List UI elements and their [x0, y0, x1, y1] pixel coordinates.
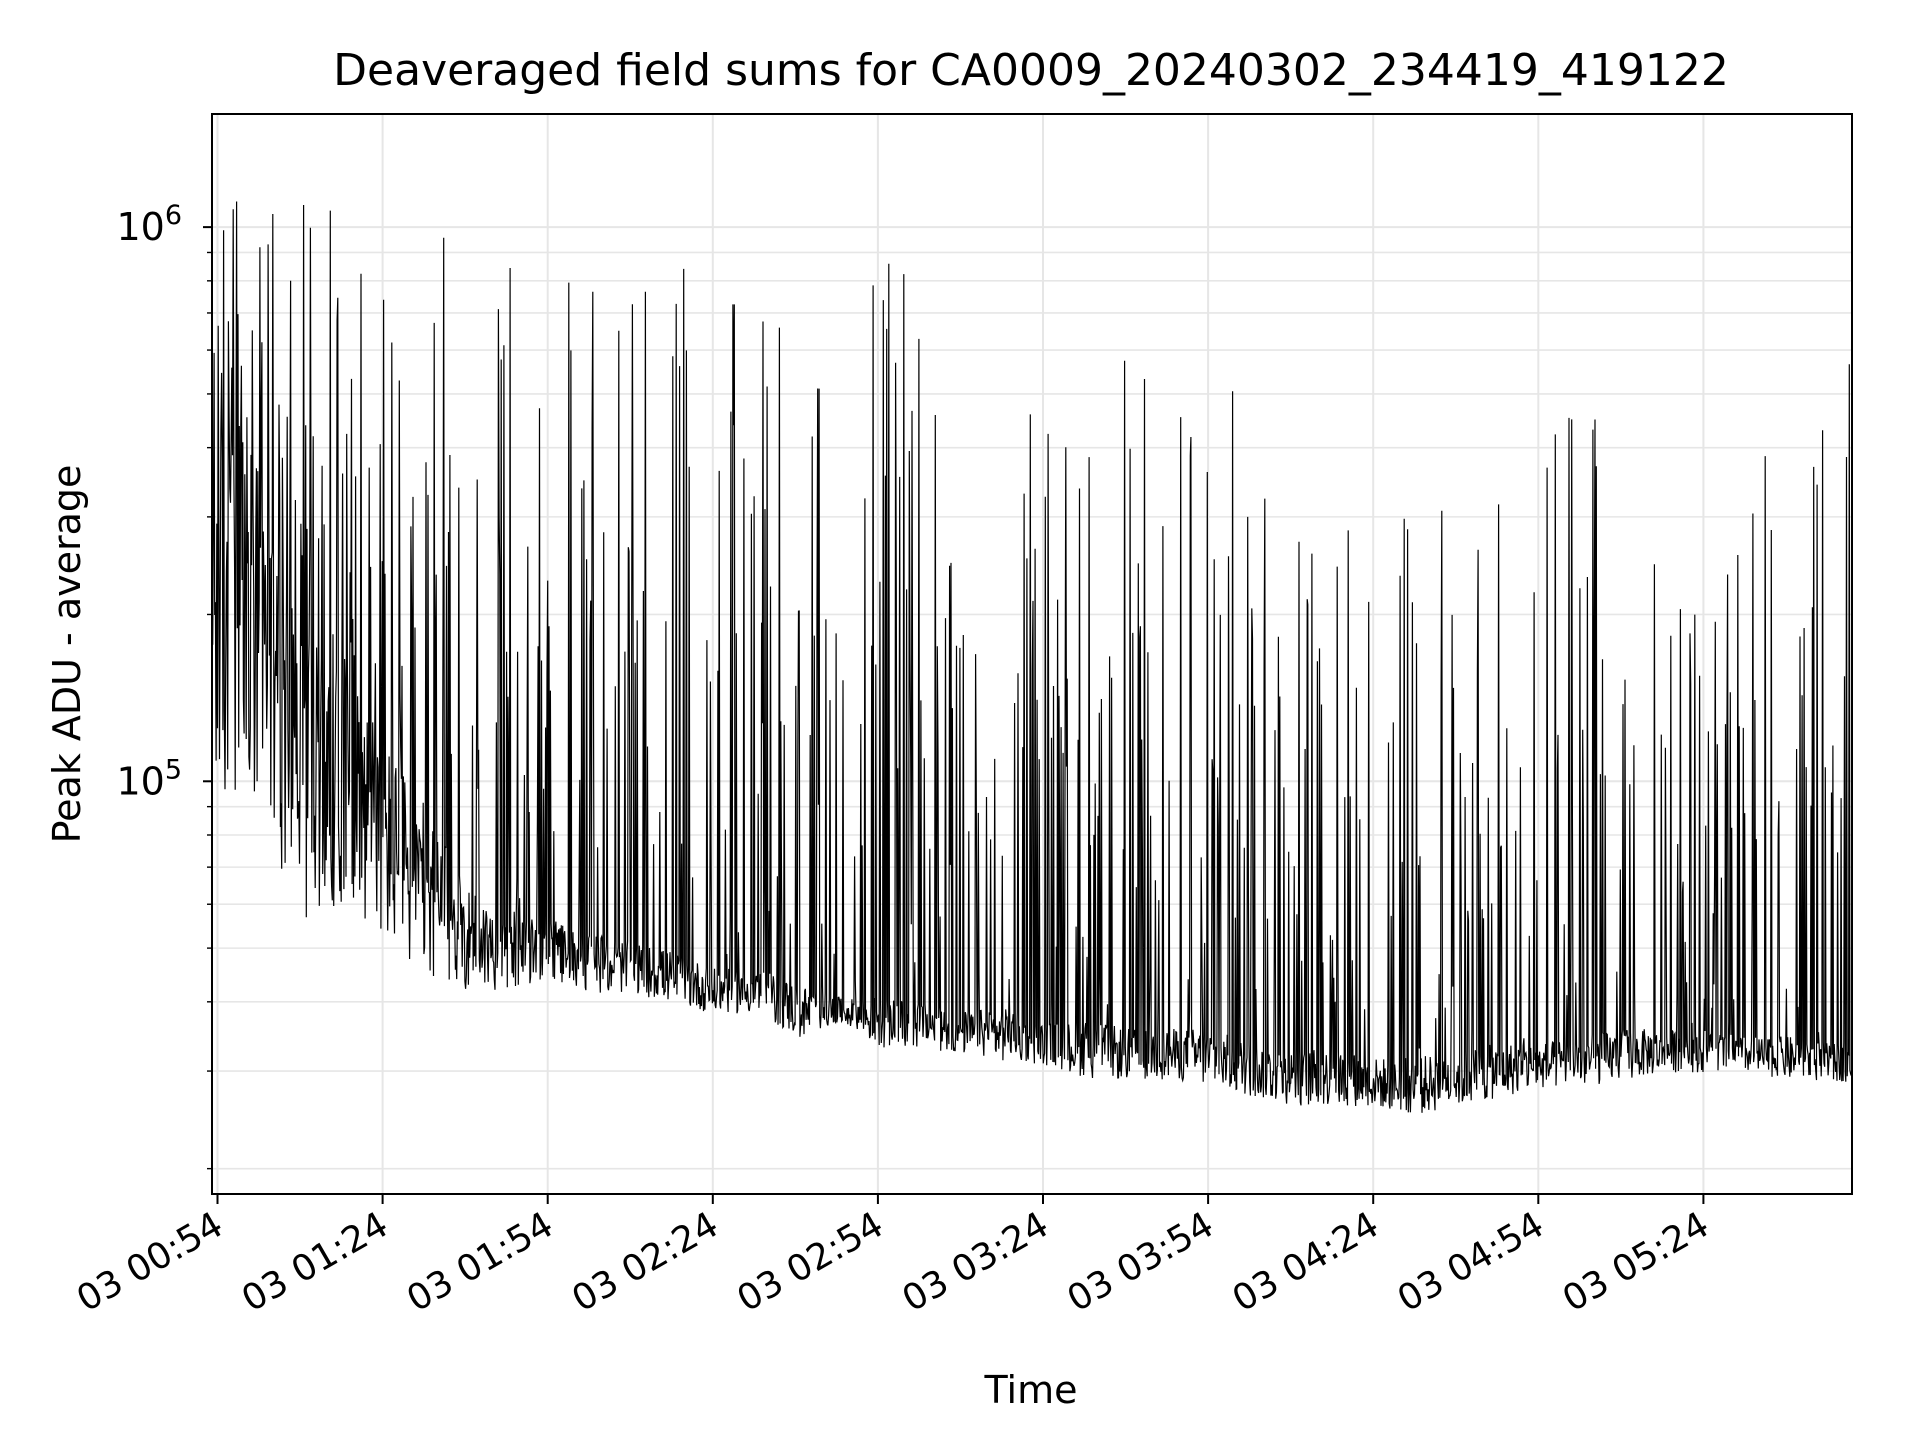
y-tick-label-base: 10: [116, 759, 164, 803]
y-tick-label-exponent: 6: [165, 200, 182, 231]
x-axis-label: Time: [984, 1368, 1078, 1412]
chart-title: Deaveraged field sums for CA0009_2024030…: [333, 45, 1729, 96]
plot-frame: [211, 113, 1853, 1195]
y-axis-label: Peak ADU - average: [45, 465, 89, 844]
y-tick-label-base: 10: [116, 205, 164, 249]
data-series: [211, 201, 1853, 1113]
grid: [212, 114, 1852, 1194]
y-tick-label: 105: [116, 754, 182, 803]
y-tick-label-exponent: 5: [165, 754, 182, 785]
y-tick-label: 106: [116, 200, 182, 249]
series-line: [211, 201, 1853, 1113]
